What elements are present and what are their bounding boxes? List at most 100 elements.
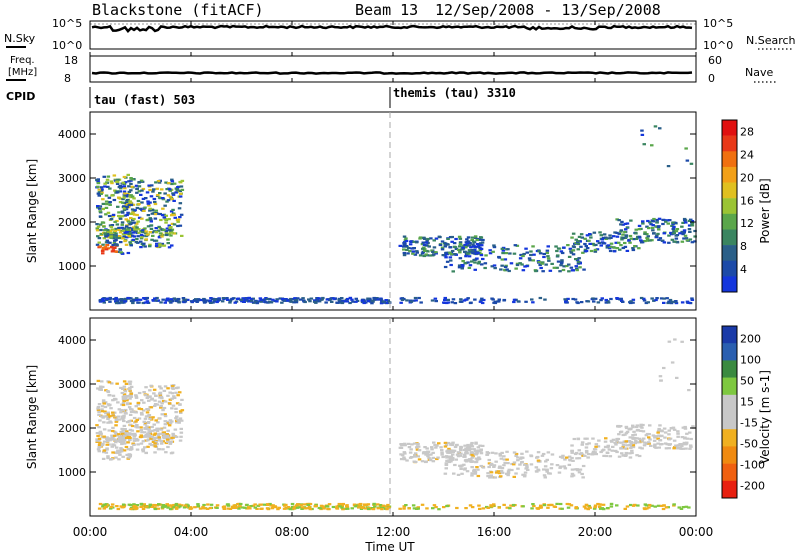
- data-cell: [526, 468, 530, 471]
- colorbar-tick-label: -100: [740, 458, 765, 471]
- data-cell: [163, 413, 167, 416]
- colorbar-tick-label: -200: [740, 479, 765, 492]
- data-cell: [147, 434, 151, 437]
- data-cell: [97, 403, 102, 406]
- data-cell: [473, 261, 477, 264]
- data-cell: [484, 254, 488, 257]
- data-cell: [102, 402, 106, 405]
- data-cell: [95, 432, 100, 435]
- data-cell: [512, 252, 517, 255]
- data-cell: [589, 236, 593, 239]
- data-cell: [385, 301, 390, 304]
- data-cell: [154, 299, 158, 302]
- data-cell: [148, 209, 152, 212]
- data-cell: [515, 244, 520, 247]
- data-cell: [146, 200, 150, 203]
- data-cell: [129, 423, 133, 426]
- data-cell: [491, 250, 495, 253]
- data-cell: [506, 248, 510, 251]
- data-cell: [461, 246, 465, 249]
- data-cell: [228, 299, 233, 302]
- data-cell: [288, 508, 293, 511]
- data-cell: [97, 426, 101, 429]
- data-cell: [463, 444, 467, 447]
- data-cell: [600, 238, 605, 241]
- data-cell: [271, 504, 275, 507]
- data-cell: [370, 302, 374, 305]
- data-cell: [434, 506, 438, 509]
- data-cell: [453, 246, 458, 249]
- data-cell: [147, 428, 151, 431]
- data-cell: [100, 380, 104, 383]
- data-cell: [124, 208, 129, 211]
- data-cell: [177, 503, 182, 506]
- data-cell: [601, 503, 606, 506]
- data-cell: [402, 254, 407, 257]
- data-cell: [635, 437, 639, 440]
- data-cell: [178, 192, 183, 195]
- data-cell: [166, 199, 171, 202]
- data-cell: [405, 248, 409, 251]
- data-cell: [567, 463, 572, 466]
- data-cell: [187, 506, 191, 509]
- data-cell: [682, 231, 686, 234]
- data-cell: [167, 229, 172, 232]
- data-cell: [570, 449, 574, 452]
- data-cell: [645, 238, 650, 241]
- data-cell: [175, 402, 180, 405]
- data-cell: [285, 299, 290, 302]
- data-cell: [161, 198, 166, 201]
- data-cell: [368, 297, 372, 300]
- data-cell: [154, 394, 158, 397]
- data-cell: [634, 425, 639, 429]
- data-cell: [121, 441, 126, 444]
- data-cell: [135, 439, 139, 442]
- data-cell: [446, 298, 450, 301]
- data-cell: [458, 251, 462, 254]
- data-cell: [487, 458, 491, 462]
- data-cell: [660, 443, 664, 446]
- data-cell: [125, 421, 130, 424]
- data-cell: [634, 439, 638, 442]
- data-cell: [422, 254, 426, 258]
- data-cell: [474, 245, 478, 248]
- data-cell: [168, 227, 172, 230]
- data-cell: [177, 207, 182, 210]
- data-cell: [375, 297, 379, 300]
- data-cell: [202, 503, 206, 507]
- y-tick-label: 2000: [58, 216, 86, 229]
- data-cell: [121, 387, 125, 390]
- data-cell: [111, 249, 116, 252]
- data-cell: [473, 250, 478, 254]
- data-cell: [680, 230, 685, 233]
- data-cell: [183, 300, 188, 303]
- data-cell: [639, 425, 643, 428]
- data-cell: [102, 225, 106, 228]
- data-cell: [500, 258, 505, 261]
- data-cell: [175, 506, 179, 509]
- data-cell: [340, 504, 344, 507]
- data-cell: [623, 507, 627, 510]
- data-cell: [100, 405, 105, 408]
- data-cell: [158, 432, 163, 435]
- data-cell: [499, 469, 504, 473]
- data-cell: [123, 390, 128, 393]
- data-cell: [402, 251, 407, 255]
- data-cell: [115, 505, 119, 508]
- data-cell: [580, 441, 585, 444]
- data-cell: [645, 236, 649, 239]
- data-cell: [144, 439, 148, 442]
- data-cell: [497, 472, 502, 475]
- data-cell: [671, 223, 675, 226]
- data-cell: [684, 221, 688, 224]
- data-cell: [113, 431, 118, 434]
- data-cell: [449, 460, 453, 463]
- data-cell: [608, 245, 613, 248]
- data-cell: [139, 179, 144, 182]
- data-cell: [149, 384, 153, 387]
- data-cell: [105, 244, 109, 247]
- data-cell: [149, 195, 154, 198]
- data-cell: [117, 228, 121, 231]
- data-cell: [488, 249, 492, 252]
- data-cell: [97, 237, 102, 240]
